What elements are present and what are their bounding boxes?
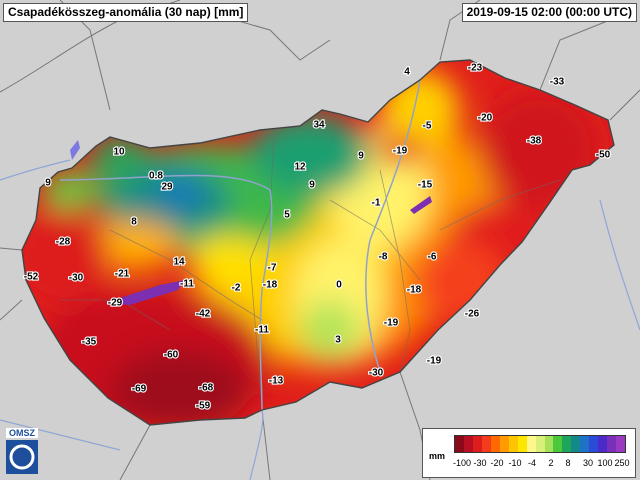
station-value: -23 bbox=[468, 63, 483, 74]
station-value: -69 bbox=[132, 384, 147, 395]
station-value: 9 bbox=[309, 180, 315, 191]
legend-swatch bbox=[526, 436, 536, 452]
legend-swatch bbox=[544, 436, 554, 452]
station-value: -68 bbox=[199, 383, 214, 394]
legend-tick-label: 30 bbox=[582, 458, 594, 468]
legend-unit: mm bbox=[429, 451, 446, 461]
legend-swatch bbox=[481, 436, 491, 452]
legend-swatch bbox=[562, 436, 572, 452]
lake-tisza bbox=[410, 196, 432, 214]
legend-tick-label: -20 bbox=[490, 458, 504, 468]
station-value: 9 bbox=[45, 178, 51, 189]
legend-swatch bbox=[490, 436, 500, 452]
station-value: -6 bbox=[428, 252, 437, 263]
legend-swatch bbox=[553, 436, 563, 452]
neighbour-rivers bbox=[0, 159, 640, 480]
station-value: -33 bbox=[550, 77, 565, 88]
station-value: -60 bbox=[164, 350, 179, 361]
station-value: -50 bbox=[596, 150, 611, 161]
station-value: -15 bbox=[418, 180, 433, 191]
station-value: 29 bbox=[161, 182, 173, 193]
legend-swatch bbox=[589, 436, 599, 452]
station-value: -28 bbox=[56, 237, 71, 248]
legend-swatch bbox=[455, 436, 464, 452]
legend-tick-label: -100 bbox=[452, 458, 472, 468]
legend-swatch bbox=[598, 436, 608, 452]
legend-tick-label: -10 bbox=[508, 458, 522, 468]
station-value: -35 bbox=[82, 337, 97, 348]
legend-swatch bbox=[571, 436, 581, 452]
station-value: 8 bbox=[131, 217, 137, 228]
station-value: -19 bbox=[384, 318, 399, 329]
station-value: -18 bbox=[407, 285, 422, 296]
legend-swatch bbox=[499, 436, 509, 452]
station-value: -42 bbox=[196, 309, 211, 320]
station-value: 14 bbox=[173, 257, 185, 268]
station-value: 3 bbox=[335, 335, 341, 346]
station-value: -5 bbox=[423, 121, 432, 132]
color-legend: mm -100 -30 -20 -10 -4 2 8 30 100 250 bbox=[422, 428, 636, 478]
station-value: -30 bbox=[369, 368, 384, 379]
legend-color-bar bbox=[454, 435, 626, 453]
lake-balaton bbox=[105, 280, 185, 305]
station-value: -11 bbox=[255, 325, 269, 336]
legend-swatch bbox=[616, 436, 626, 452]
station-value: 12 bbox=[294, 162, 306, 173]
legend-tick-label: 100 bbox=[597, 458, 613, 468]
omsz-logo: OMSZ bbox=[6, 428, 38, 474]
station-value: 4 bbox=[404, 67, 410, 78]
station-value: -18 bbox=[263, 280, 278, 291]
station-value: -11 bbox=[180, 279, 194, 290]
legend-swatch bbox=[508, 436, 518, 452]
station-value: 34 bbox=[313, 120, 325, 131]
station-value: 10 bbox=[113, 147, 125, 158]
map-timestamp: 2019-09-15 02:00 (00:00 UTC) bbox=[461, 3, 637, 22]
omsz-swirl-logo-icon bbox=[6, 440, 38, 474]
station-value: -20 bbox=[478, 113, 493, 124]
legend-tick-label: 2 bbox=[548, 458, 554, 468]
station-value: -2 bbox=[232, 283, 241, 294]
legend-swatch bbox=[607, 436, 617, 452]
station-value: -19 bbox=[427, 356, 442, 367]
station-value: -38 bbox=[527, 136, 542, 147]
logo-text: OMSZ bbox=[6, 428, 38, 438]
legend-swatch bbox=[517, 436, 527, 452]
legend-tick-label: -30 bbox=[473, 458, 487, 468]
station-value: -59 bbox=[196, 401, 211, 412]
legend-swatch bbox=[472, 436, 482, 452]
station-value: 0.8 bbox=[149, 171, 163, 182]
rivers bbox=[59, 79, 421, 411]
station-value: 9 bbox=[358, 151, 364, 162]
station-value: -52 bbox=[24, 272, 39, 283]
station-value: -1 bbox=[372, 198, 381, 209]
station-value: -29 bbox=[108, 298, 123, 309]
station-value: -8 bbox=[379, 252, 388, 263]
station-value: -21 bbox=[115, 269, 130, 280]
legend-tick-label: 8 bbox=[565, 458, 571, 468]
station-value: 5 bbox=[284, 210, 290, 221]
legend-ticks: -100 -30 -20 -10 -4 2 8 30 100 250 bbox=[452, 458, 630, 472]
legend-swatch bbox=[535, 436, 545, 452]
legend-tick-label: 250 bbox=[614, 458, 630, 468]
station-value: -19 bbox=[393, 146, 408, 157]
legend-swatch bbox=[463, 436, 473, 452]
station-value: -13 bbox=[269, 376, 284, 387]
map-title: Csapadékösszeg-anomália (30 nap) [mm] bbox=[3, 3, 249, 22]
station-value: -26 bbox=[465, 309, 480, 320]
station-value: 0 bbox=[336, 280, 342, 291]
legend-tick-label: -4 bbox=[527, 458, 537, 468]
lake-neusiedl bbox=[70, 140, 80, 160]
station-value: -30 bbox=[69, 273, 84, 284]
legend-swatch bbox=[580, 436, 590, 452]
station-value: -7 bbox=[268, 263, 277, 274]
